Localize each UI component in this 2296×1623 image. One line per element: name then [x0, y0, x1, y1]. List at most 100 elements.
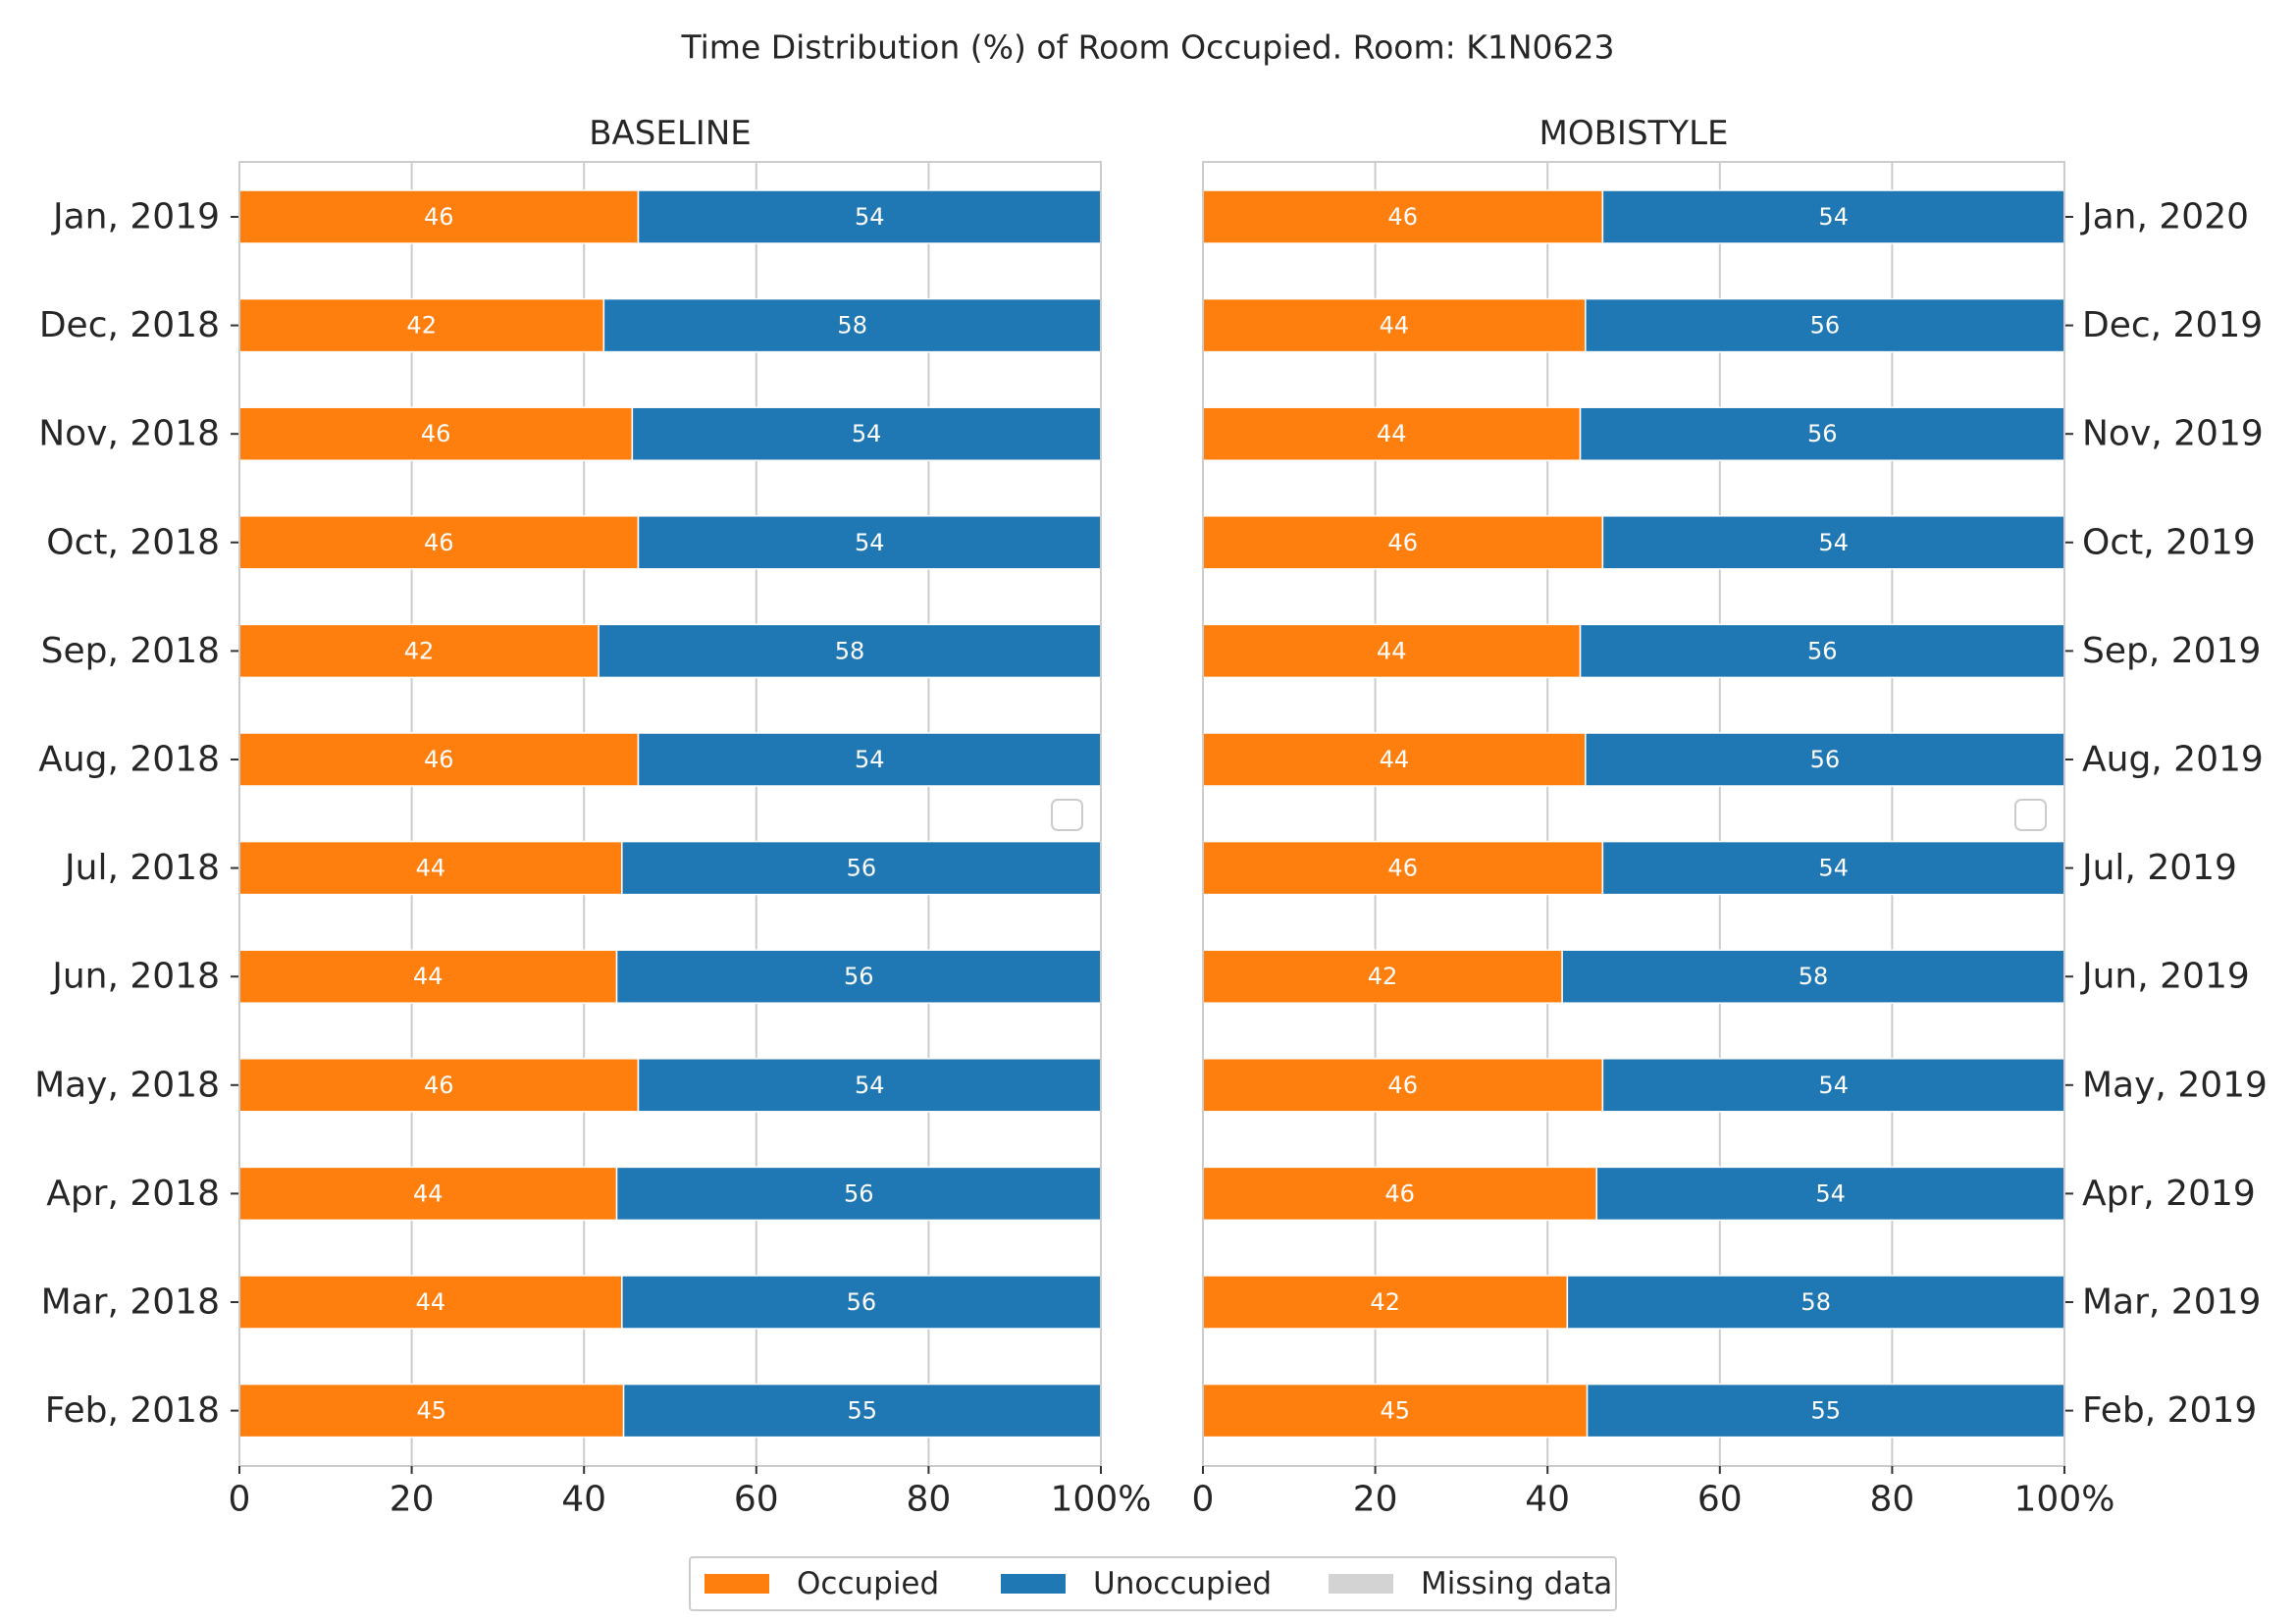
bar-occupied [1202, 406, 1582, 461]
x-tick-label: 80 [906, 1480, 951, 1520]
bar-value-label: 46 [424, 1072, 454, 1099]
category-label: Feb, 2019 [2082, 1390, 2257, 1431]
bar-unoccupied [1585, 297, 2065, 353]
bar-value-label: 56 [847, 855, 877, 882]
bar-value-label: 46 [421, 420, 451, 447]
bar-occupied [1202, 840, 1604, 896]
bar-value-label: 58 [835, 637, 865, 664]
bar-unoccupied [1579, 406, 2065, 461]
bar-occupied [1202, 623, 1582, 679]
bar-value-label: 45 [417, 1397, 447, 1425]
bar-value-label: 46 [1387, 529, 1418, 556]
bar-value-label: 54 [1818, 203, 1849, 231]
x-tick-label: 60 [734, 1480, 779, 1520]
category-label: Oct, 2019 [2082, 522, 2256, 562]
bar-unoccupied [1585, 732, 2065, 787]
x-tick-label: 0 [229, 1480, 251, 1520]
bar-value-label: 54 [855, 746, 885, 773]
bar-value-label: 44 [416, 1288, 446, 1316]
bar-value-label: 45 [1381, 1397, 1411, 1425]
bar-occupied [238, 406, 634, 461]
bar-value-label: 56 [1810, 746, 1841, 773]
bar-value-label: 54 [1818, 529, 1849, 556]
bar-occupied [238, 949, 618, 1004]
panel-title-baseline: BASELINE [589, 114, 752, 153]
legend-label-occupied: Occupied [797, 1566, 940, 1601]
bar-value-label: 44 [1380, 746, 1410, 773]
legend-swatch-missing-data [1329, 1574, 1393, 1594]
bar-unoccupied [1561, 949, 2065, 1004]
category-label: Jul, 2018 [63, 848, 220, 888]
bar-value-label: 56 [1807, 420, 1838, 447]
bar-value-label: 44 [1377, 637, 1407, 664]
bar-occupied [1202, 1275, 1569, 1330]
x-tick-label: 60 [1697, 1480, 1743, 1520]
category-label: Sep, 2019 [2082, 631, 2261, 671]
bar-value-label: 46 [424, 203, 454, 231]
bar-occupied [1202, 189, 1604, 244]
bar-value-label: 56 [844, 963, 874, 990]
bar-unoccupied [637, 1058, 1102, 1113]
bar-occupied [1202, 515, 1604, 570]
legend-item-occupied: Occupied [704, 1558, 939, 1609]
category-label: Dec, 2018 [39, 305, 220, 345]
panel-baseline: BASELINE 46 54 Jan, 2019 42 58 Dec, 2018 46 54 No… [34, 114, 1151, 1520]
panel-title-mobistyle: MOBISTYLE [1539, 114, 1729, 153]
bar-unoccupied [631, 406, 1102, 461]
category-label: Sep, 2018 [41, 631, 220, 671]
category-label: Jan, 2020 [2080, 197, 2249, 237]
bar-value-label: 55 [1811, 1397, 1842, 1425]
bar-unoccupied [1595, 1166, 2065, 1222]
bar-value-label: 46 [1387, 203, 1418, 231]
category-label: Feb, 2018 [45, 1390, 220, 1431]
category-label: Jul, 2019 [2080, 848, 2237, 888]
bar-value-label: 55 [848, 1397, 878, 1425]
bar-value-label: 54 [852, 420, 882, 447]
bar-unoccupied [1601, 1058, 2065, 1113]
bar-unoccupied [637, 189, 1102, 244]
bar-unoccupied [621, 840, 1102, 896]
legend-swatch-unoccupied [1001, 1574, 1066, 1594]
category-label: Oct, 2018 [46, 522, 220, 562]
plot-frame [238, 161, 1102, 1467]
bar-value-label: 56 [1807, 637, 1838, 664]
category-label: Jan, 2019 [51, 197, 220, 237]
x-tick-label: 40 [1525, 1480, 1570, 1520]
bar-occupied [238, 297, 605, 353]
bar-occupied [238, 732, 640, 787]
bar-value-label: 46 [424, 529, 454, 556]
bar-unoccupied [622, 1383, 1102, 1439]
bar-unoccupied [1601, 515, 2065, 570]
empty-legend-box [1051, 799, 1083, 831]
bar-occupied [1202, 949, 1563, 1004]
bar-value-label: 58 [837, 312, 867, 340]
bar-unoccupied [615, 1166, 1102, 1222]
x-tick-label: 100% [1051, 1480, 1152, 1520]
x-tick-label: 0 [1192, 1480, 1215, 1520]
legend-swatch-occupied [704, 1574, 769, 1594]
panels-layer: BASELINE 46 54 Jan, 2019 42 58 Dec, 2018 46 54 No… [34, 114, 2268, 1520]
bar-occupied [238, 189, 640, 244]
category-label: Jun, 2019 [2080, 957, 2250, 997]
bar-value-label: 54 [855, 529, 885, 556]
category-label: Mar, 2018 [41, 1283, 220, 1323]
legend-item-missing-data: Missing data [1329, 1558, 1612, 1609]
empty-legend-box [2014, 799, 2047, 831]
category-label: May, 2018 [34, 1065, 220, 1105]
legend: Occupied Unoccupied Missing data [689, 1556, 1617, 1611]
category-label: Nov, 2019 [2082, 414, 2264, 454]
bar-value-label: 58 [1799, 963, 1829, 990]
bar-unoccupied [1586, 1383, 2065, 1439]
bar-value-label: 56 [1810, 312, 1841, 340]
bar-value-label: 56 [844, 1179, 874, 1207]
x-tick-label: 80 [1869, 1480, 1914, 1520]
category-label: Aug, 2018 [38, 740, 220, 780]
category-label: May, 2019 [2082, 1065, 2268, 1105]
bar-occupied [1202, 297, 1587, 353]
category-label: Dec, 2019 [2082, 305, 2263, 345]
bar-value-label: 54 [1818, 855, 1849, 882]
panel-mobistyle: MOBISTYLE 46 54 Jan, 2020 44 56 Dec, 2019 44 56 N… [1192, 114, 2268, 1520]
bar-occupied [238, 840, 623, 896]
bar-occupied [238, 1275, 623, 1330]
bar-value-label: 42 [1368, 963, 1398, 990]
